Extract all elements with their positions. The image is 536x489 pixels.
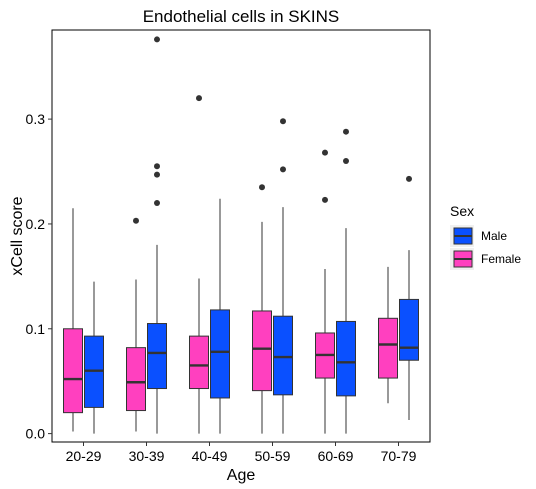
y-tick-label: 0.2 xyxy=(26,216,46,232)
box-male-50-59 xyxy=(273,118,293,434)
box-iqr xyxy=(210,309,230,399)
box-iqr xyxy=(252,310,272,392)
box-iqr xyxy=(273,315,293,396)
outlier-point xyxy=(133,217,139,224)
outlier-point xyxy=(406,175,412,182)
legend-title: Sex xyxy=(450,203,474,219)
x-axis: 20-29 30-39 40-49 50-59 60-69 70-79 xyxy=(66,442,417,464)
outlier-point xyxy=(154,163,160,170)
outlier-point xyxy=(154,36,160,43)
outlier-point xyxy=(280,166,286,173)
legend-entry-male: Male xyxy=(450,225,507,247)
y-tick-label: 0.3 xyxy=(26,111,46,127)
y-axis-title: xCell score xyxy=(9,196,26,275)
outlier-point xyxy=(280,118,286,125)
outlier-point xyxy=(322,196,328,203)
box-male-60-69 xyxy=(336,128,356,434)
outlier-point xyxy=(343,158,349,165)
box-male-40-49 xyxy=(210,198,230,434)
x-axis-title: Age xyxy=(227,467,256,484)
outlier-point xyxy=(154,199,160,206)
x-tick-label: 60-69 xyxy=(318,448,354,464)
x-tick-label: 40-49 xyxy=(192,448,228,464)
legend: Sex Male Female xyxy=(450,203,521,270)
box-female-60-69 xyxy=(315,149,335,434)
box-iqr xyxy=(63,328,83,414)
box-male-20-29 xyxy=(84,281,104,434)
box-iqr xyxy=(147,323,167,390)
box-female-50-59 xyxy=(252,184,272,434)
plot-panel xyxy=(51,29,431,443)
outlier-point xyxy=(343,128,349,135)
y-tick-label: 0.1 xyxy=(26,321,46,337)
x-tick-label: 30-39 xyxy=(129,448,165,464)
box-female-70-79 xyxy=(378,266,398,404)
x-tick-label: 20-29 xyxy=(66,448,102,464)
box-iqr xyxy=(336,320,356,397)
box-iqr xyxy=(399,298,419,361)
box-iqr xyxy=(126,347,146,412)
outlier-point xyxy=(154,171,160,178)
box-groups xyxy=(63,36,419,434)
x-tick-label: 70-79 xyxy=(381,448,417,464)
box-female-40-49 xyxy=(189,95,209,434)
box-female-30-39 xyxy=(126,217,146,432)
box-male-70-79 xyxy=(399,175,419,420)
y-tick-label: 0.0 xyxy=(26,426,46,442)
legend-entry-female: Female xyxy=(450,248,521,270)
legend-label-male: Male xyxy=(481,229,507,243)
y-axis: 0.0 0.1 0.2 0.3 xyxy=(26,111,52,442)
outlier-point xyxy=(322,149,328,156)
legend-label-female: Female xyxy=(481,252,521,266)
box-female-20-29 xyxy=(63,208,83,432)
outlier-point xyxy=(259,184,265,191)
box-iqr xyxy=(189,335,209,390)
outlier-point xyxy=(196,95,202,102)
chart-title: Endothelial cells in SKINS xyxy=(143,7,340,26)
box-iqr xyxy=(378,317,398,379)
x-tick-label: 50-59 xyxy=(255,448,291,464)
box-male-30-39 xyxy=(147,36,167,434)
